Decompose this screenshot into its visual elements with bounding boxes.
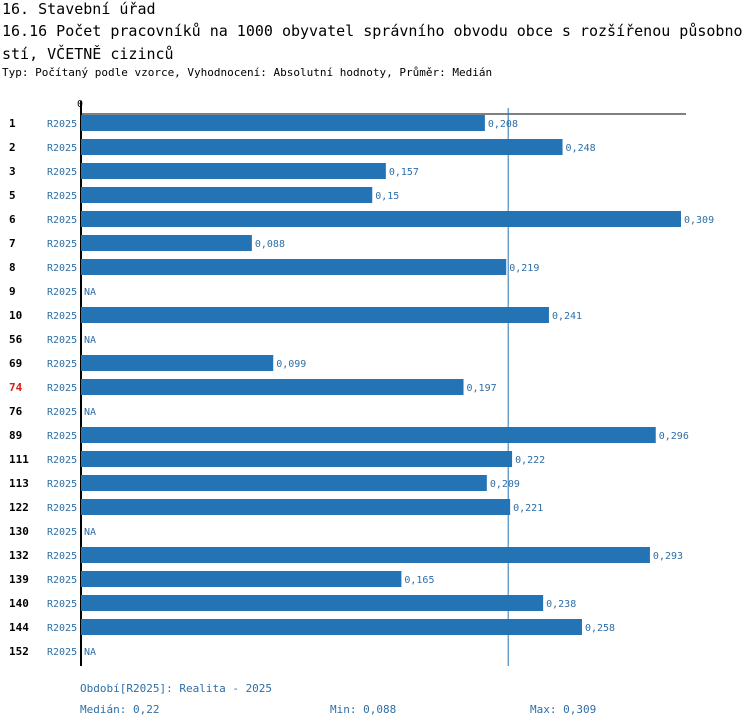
series-label: R2025 [47,167,77,178]
category-label: 111 [9,453,29,466]
series-label: R2025 [47,527,77,538]
bar [81,379,464,395]
category-label: 8 [9,261,16,274]
footer-min: Min: 0,088 [330,703,397,716]
bar [81,451,513,467]
category-label: 7 [9,237,16,250]
category-label: 76 [9,405,23,418]
series-label: R2025 [47,287,77,298]
bar [81,259,507,275]
series-label: R2025 [47,143,77,154]
series-label: R2025 [47,503,77,514]
series-label: R2025 [47,575,77,586]
series-label: R2025 [47,191,77,202]
bar [81,475,487,491]
data-label: NA [84,527,96,538]
bar [81,163,386,179]
series-label: R2025 [47,599,77,610]
series-label: R2025 [47,335,77,346]
data-label: 0,15 [375,191,399,202]
category-label: 140 [9,597,29,610]
data-label: 0,309 [684,215,714,226]
category-label: 132 [9,549,29,562]
data-label: 0,088 [255,239,285,250]
data-label: NA [84,335,96,346]
series-label: R2025 [47,215,77,226]
bar [81,187,373,203]
category-label: 113 [9,477,29,490]
data-label: 0,241 [552,311,582,322]
data-label: NA [84,407,96,418]
bar [81,499,511,515]
chart-meta: Typ: Počítaný podle vzorce, Vyhodnocení:… [2,66,493,79]
series-label: R2025 [47,119,77,130]
bar [81,355,274,371]
data-label: 0,208 [488,119,518,130]
data-label: 0,296 [659,431,689,442]
category-label: 139 [9,573,29,586]
series-label: R2025 [47,455,77,466]
bar [81,595,544,611]
category-label: 74 [9,381,23,394]
series-label: R2025 [47,239,77,250]
bar [81,139,563,155]
category-label: 1 [9,117,16,130]
footer-max: Max: 0,309 [530,703,597,716]
category-label: 56 [9,333,23,346]
bar [81,307,549,323]
series-label: R2025 [47,623,77,634]
data-label: 0,165 [404,575,434,586]
bar [81,571,402,587]
category-label: 152 [9,645,29,658]
category-label: 69 [9,357,22,370]
series-label: R2025 [47,407,77,418]
category-label: 144 [9,621,29,634]
series-label: R2025 [47,383,77,394]
bar [81,211,681,227]
bar [81,427,656,443]
series-label: R2025 [47,311,77,322]
series-label: R2025 [47,263,77,274]
category-label: 122 [9,501,29,514]
data-label: 0,221 [513,503,543,514]
data-label: 0,209 [490,479,520,490]
bar [81,115,485,131]
category-label: 10 [9,309,22,322]
series-label: R2025 [47,431,77,442]
data-label: 0,219 [509,263,539,274]
footer-median: Medián: 0,22 [80,703,160,716]
page-title: 16. Stavební úřad [2,0,156,18]
category-label: 5 [9,189,16,202]
data-label: 0,157 [389,167,419,178]
category-label: 2 [9,141,16,154]
category-label: 89 [9,429,22,442]
category-label: 130 [9,525,29,538]
category-label: 3 [9,165,16,178]
series-label: R2025 [47,647,77,658]
data-label: 0,099 [276,359,306,370]
bar [81,235,252,251]
data-label: 0,238 [546,599,576,610]
category-label: 9 [9,285,16,298]
data-label: 0,293 [653,551,683,562]
data-label: 0,248 [566,143,596,154]
series-label: R2025 [47,479,77,490]
category-label: 6 [9,213,16,226]
series-label: R2025 [47,551,77,562]
data-label: 0,222 [515,455,545,466]
data-label: 0,258 [585,623,615,634]
data-label: NA [84,647,96,658]
data-label: NA [84,287,96,298]
bar [81,619,582,635]
bar [81,547,650,563]
footer-period: Období[R2025]: Realita - 2025 [80,682,273,695]
data-label: 0,197 [467,383,497,394]
chart-title: 16.16 Počet pracovníků na 1000 obyvatel … [2,22,743,63]
series-label: R2025 [47,359,77,370]
